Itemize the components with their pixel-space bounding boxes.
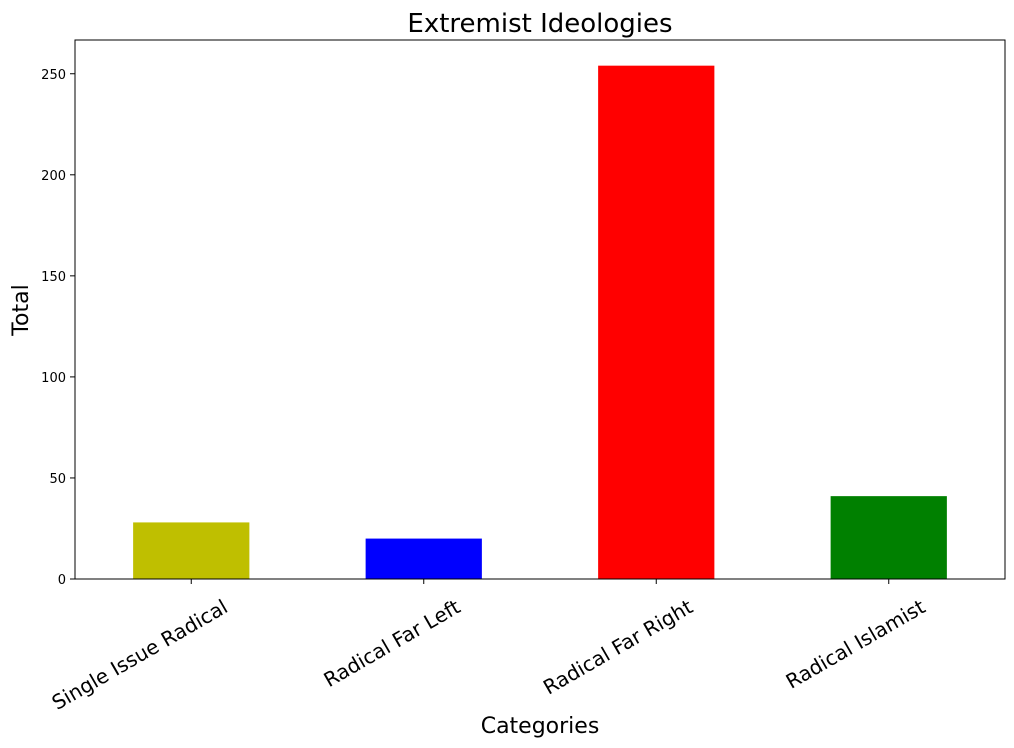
bar-single-issue-radical — [133, 522, 250, 579]
chart-title: Extremist Ideologies — [407, 9, 672, 39]
y-tick-label: 100 — [41, 371, 66, 386]
y-tick-label: 250 — [41, 68, 66, 83]
x-tick-label: Single Issue Radical — [48, 595, 232, 715]
bar-radical-far-left — [365, 538, 482, 579]
y-tick-label: 150 — [41, 270, 66, 285]
bar-radical-islamist — [830, 496, 947, 579]
y-tick-label: 50 — [49, 472, 66, 487]
y-axis-label: Total — [9, 284, 34, 336]
x-axis: Single Issue Radical Radical Far Left Radi… — [48, 579, 930, 715]
bars-group — [133, 65, 947, 579]
x-tick-label: Radical Far Right — [539, 594, 697, 699]
y-axis: 0 50 100 150 200 250 — [41, 68, 75, 588]
x-axis-label: Categories — [481, 714, 600, 739]
y-tick-label: 0 — [58, 573, 66, 588]
x-tick-label: Radical Islamist — [782, 594, 930, 693]
y-tick-label: 200 — [41, 169, 66, 184]
bar-radical-far-right — [598, 65, 715, 579]
axes-frame — [74, 39, 1006, 580]
x-tick-label: Radical Far Left — [320, 594, 465, 691]
